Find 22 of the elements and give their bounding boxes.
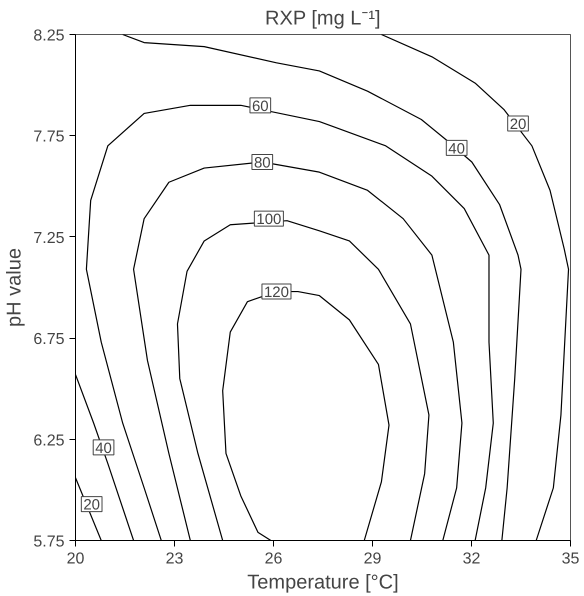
annotation: 60: [252, 98, 269, 115]
y-tick-label: 6.25: [33, 432, 65, 450]
x-tick-label: 20: [66, 550, 84, 568]
annotation: 20: [83, 496, 100, 514]
y-tick-label: 8.25: [33, 28, 65, 44]
annotation: 80: [254, 154, 271, 172]
y-tick-label: 5.75: [33, 534, 65, 550]
y-axis-title: pH value: [3, 248, 26, 327]
x-tick-label: 29: [364, 550, 382, 568]
annotation: 40: [448, 140, 465, 158]
annotation: 20: [510, 116, 526, 134]
x-tick-label: 26: [264, 550, 282, 568]
annotation: 40: [95, 440, 112, 457]
x-tick-label: 32: [462, 550, 480, 568]
y-tick-label: 7.75: [33, 128, 65, 146]
annotation: 100: [256, 211, 282, 228]
y-tick-label: 6.75: [33, 331, 65, 348]
x-tick-label: 35: [562, 550, 580, 568]
x-axis-title: Temperature [°C]: [247, 572, 399, 594]
y-tick-label: 7.25: [33, 230, 65, 247]
chart-title: RXP [mg L⁻¹]: [265, 8, 381, 30]
x-tick-label: 23: [166, 550, 184, 568]
